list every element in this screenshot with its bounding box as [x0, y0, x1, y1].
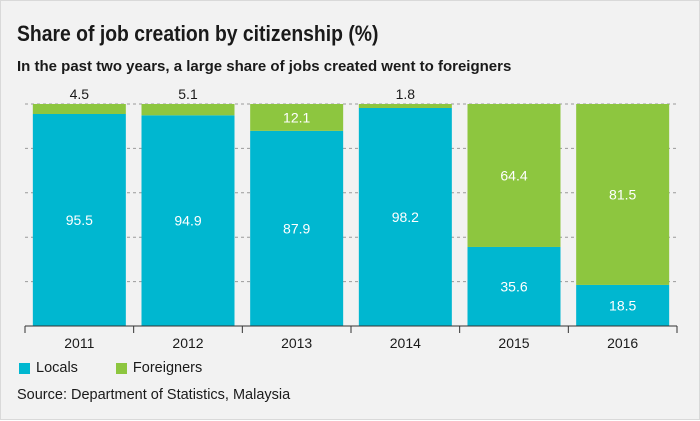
x-tick-label-2013: 2013	[281, 335, 312, 351]
data-label-locals-2011: 95.5	[66, 212, 93, 228]
chart-subtitle: In the past two years, a large share of …	[17, 58, 512, 75]
bar-locals-2011	[32, 113, 126, 327]
legend-item-locals: Locals	[19, 360, 78, 376]
legend-swatch-foreigners	[115, 362, 127, 374]
data-label-foreigners-2011: 4.5	[70, 86, 90, 102]
legend-label-foreigners: Foreigners	[132, 360, 203, 376]
bar-foreigners-2012	[141, 104, 235, 116]
x-tick-label-2014: 2014	[390, 335, 421, 351]
chart-title: Share of job creation by citizenship (%)	[17, 21, 379, 46]
x-tick-label-2015: 2015	[498, 335, 529, 351]
bar-locals-2015	[467, 246, 561, 326]
bar-foreigners-2015	[467, 104, 561, 247]
data-label-foreigners-2016: 81.5	[609, 186, 636, 202]
data-label-locals-2013: 87.9	[283, 220, 310, 236]
source-note: Source: Department of Statistics, Malays…	[17, 387, 291, 403]
data-label-locals-2014: 98.2	[392, 209, 419, 225]
legend-item-foreigners: Foreigners	[115, 360, 203, 376]
data-label-foreigners-2013: 12.1	[283, 109, 310, 125]
x-tick-label-2016: 2016	[607, 335, 638, 351]
bar-locals-2016	[576, 284, 670, 326]
bar-foreigners-2014	[358, 104, 452, 108]
data-label-foreigners-2015: 64.4	[500, 167, 527, 183]
x-tick-label-2011: 2011	[64, 335, 94, 351]
data-label-locals-2012: 94.9	[174, 213, 201, 229]
data-label-foreigners-2014: 1.8	[396, 86, 416, 102]
x-tick-label-2012: 2012	[172, 335, 203, 351]
bar-locals-2013	[250, 130, 344, 326]
data-label-foreigners-2012: 5.1	[178, 86, 198, 102]
bar-foreigners-2013	[250, 104, 344, 131]
legend-label-locals: Locals	[36, 360, 78, 376]
bar-foreigners-2016	[576, 104, 670, 285]
legend: Locals Foreigners	[19, 360, 202, 376]
data-label-locals-2016: 18.5	[609, 297, 636, 313]
bar-foreigners-2011	[32, 104, 126, 114]
bar-locals-2012	[141, 115, 235, 327]
bar-locals-2014	[358, 107, 452, 326]
data-label-locals-2015: 35.6	[500, 278, 527, 294]
legend-swatch-locals	[19, 362, 30, 374]
